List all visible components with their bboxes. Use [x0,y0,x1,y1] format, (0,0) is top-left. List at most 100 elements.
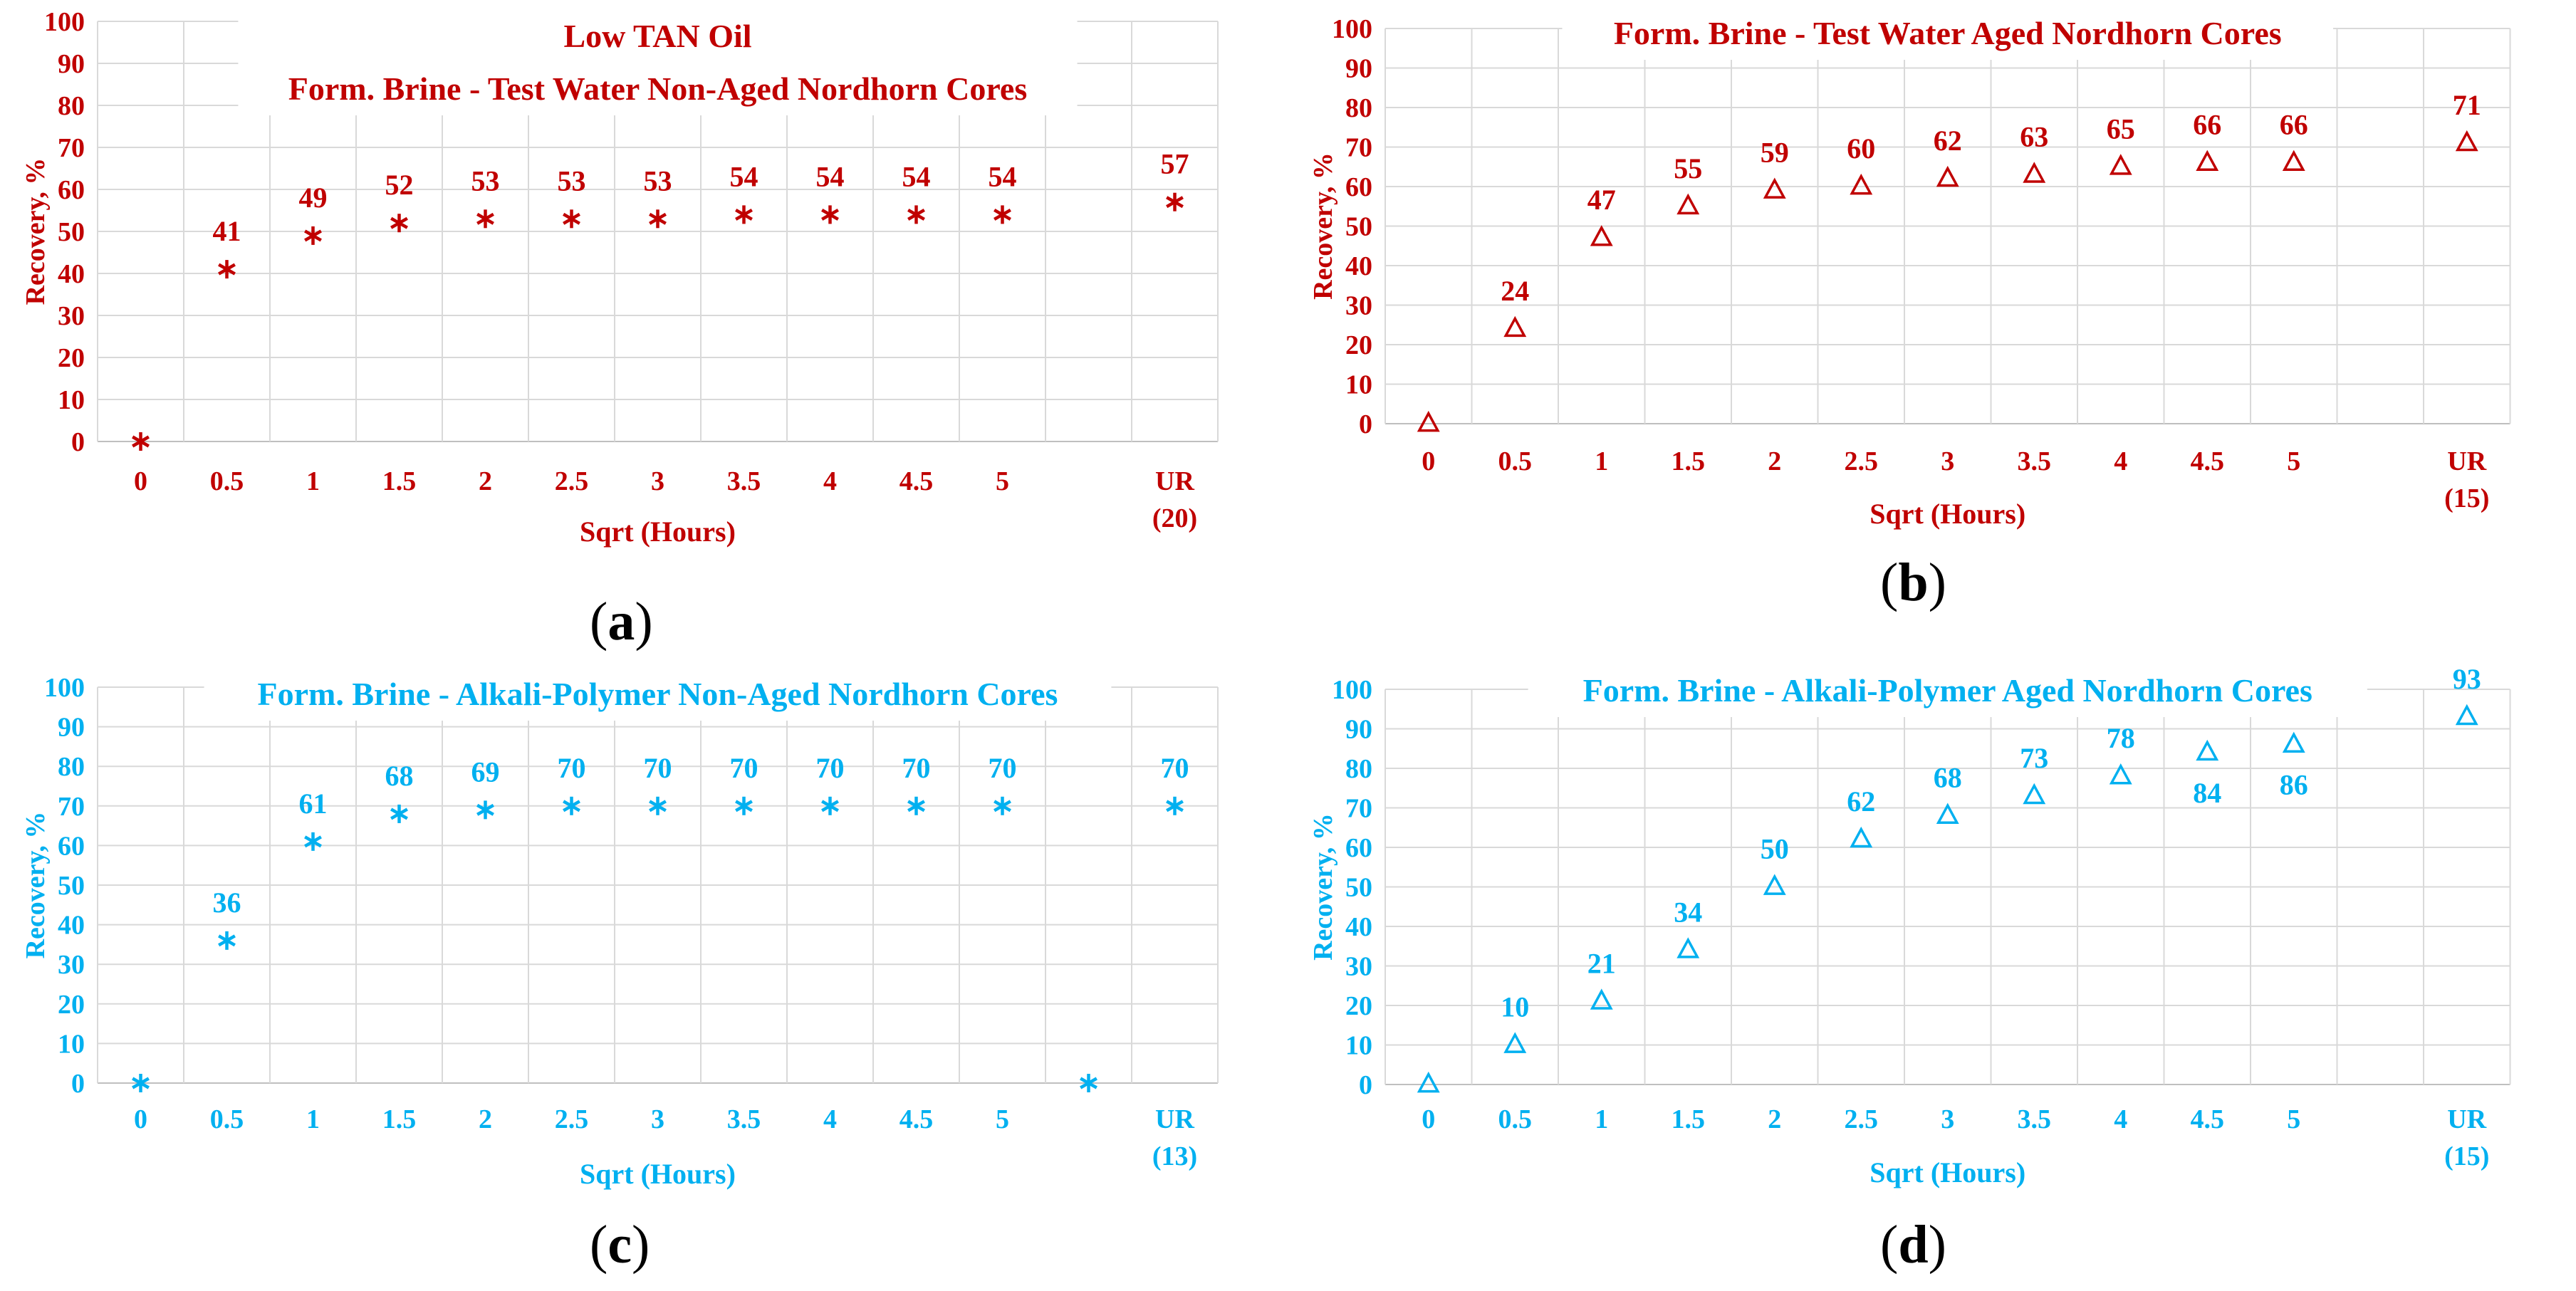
marker-stroke [735,800,753,812]
data-label: 24 [1501,275,1529,307]
x-tick-label: (15) [2444,484,2489,513]
data-label: 54 [816,160,845,192]
data-point [218,931,236,950]
data-label: 78 [2107,722,2135,754]
marker-triangle [1503,315,1527,338]
data-point [1677,193,1700,215]
data-label: 70 [730,752,758,784]
x-tick-label: 1 [1595,1104,1608,1134]
data-label: 41 [213,215,241,247]
data-point [821,205,839,224]
data-point [304,226,322,245]
data-point [1936,803,1959,824]
data-label: 21 [1587,947,1616,979]
chart-panel-b: 0 10 20 30 40 50 60 70 80 90 100 0 0.5 1 1.5 2 2.5 3 3.5 4 4… [1288,0,2575,559]
marker-stroke [563,212,580,225]
data-point [1166,796,1184,815]
y-tick-label: 30 [1345,952,1372,982]
data-label: 86 [2280,769,2308,801]
data-point [1503,1032,1527,1053]
x-axis-label: Sqrt (Hours) [1870,1156,2025,1188]
data-label: 54 [730,160,758,192]
chart-title: Form. Brine - Alkali-Polymer Aged Nordho… [1583,672,2312,709]
y-tick-label: 10 [1345,370,1372,400]
marker-triangle [1763,177,1786,199]
data-point [2455,130,2478,152]
y-tick-label: 30 [1345,291,1372,321]
x-tick-label: 4.5 [2191,446,2225,476]
data-label: 61 [299,788,328,820]
data-point [563,796,580,815]
y-axis-label: Recovery, % [1308,813,1338,961]
data-point [1763,874,1786,895]
marker-triangle [1503,1032,1527,1053]
marker-stroke [563,800,580,812]
marker-triangle [2196,150,2219,172]
y-tick-label: 60 [1345,833,1372,863]
marker-stroke [390,216,408,229]
data-label: 70 [989,752,1017,784]
data-point [476,800,494,820]
marker-triangle [2196,739,2219,761]
x-tick-label: 3 [1941,1104,1954,1134]
data-label: 70 [816,752,845,784]
data-point [1936,165,1959,187]
x-tick-label: 0 [134,466,147,496]
y-tick-label: 70 [1345,133,1372,163]
x-tick-label: 4.5 [899,1104,934,1134]
y-tick-label: 80 [58,91,85,121]
data-label: 73 [2020,742,2048,774]
marker-triangle [1936,165,1959,187]
y-tick-label: 0 [1359,409,1372,439]
x-tick-label: 2 [1768,446,1781,476]
caption-c: (c) [590,1215,650,1275]
data-label: 66 [2193,109,2221,141]
data-point [907,796,925,815]
x-tick-label: 1 [306,466,320,496]
marker-triangle [2023,162,2046,183]
data-label: 63 [2020,120,2048,152]
data-label: 70 [902,752,931,784]
x-tick-label: 4.5 [2191,1104,2225,1134]
marker-triangle [2109,763,2132,785]
y-tick-label: 60 [58,831,85,861]
x-tick-label: 1 [1595,446,1608,476]
marker-triangle [1417,1071,1440,1093]
x-tick-label: UR [2447,446,2486,476]
data-label: 70 [558,752,586,784]
x-tick-label: 0.5 [210,1104,244,1134]
x-tick-label: 4 [2114,1104,2127,1134]
data-label: 71 [2453,89,2481,121]
x-tick-label: 3 [1941,446,1954,476]
data-point [907,205,925,224]
data-label: 70 [1161,752,1189,784]
y-tick-label: 20 [1345,330,1372,360]
marker-stroke [821,208,839,221]
y-tick-label: 70 [58,792,85,822]
x-tick-label: 3.5 [727,466,761,496]
marker-stroke [821,800,839,812]
y-tick-label: 20 [1345,991,1372,1021]
y-tick-label: 70 [58,133,85,163]
data-point [735,796,753,815]
x-axis-label: Sqrt (Hours) [1870,498,2025,530]
data-point [735,205,753,224]
data-point [563,209,580,229]
y-tick-label: 80 [1345,93,1372,123]
x-tick-label: 4 [2114,446,2127,476]
y-axis-label: Recovery, % [1308,152,1338,300]
chart-title-bg [1528,671,2367,717]
x-tick-label: 4.5 [899,466,934,496]
data-label: 54 [989,160,1017,192]
marker-triangle [1763,874,1786,895]
data-label: 52 [385,169,414,201]
x-tick-label: 2.5 [555,1104,589,1134]
caption-b: (b) [1880,553,1946,612]
x-tick-label: 1.5 [382,466,417,496]
chart-c: 0 10 20 30 40 50 60 70 80 90 100 0 0.5 1 1.5 2 2.5 3 3.5 4 4… [21,673,1219,1190]
data-point [2196,739,2219,761]
data-label: 62 [1934,125,1962,157]
x-tick-label: (20) [1152,503,1197,533]
y-tick-label: 60 [58,175,85,205]
y-tick-label: 30 [58,301,85,331]
